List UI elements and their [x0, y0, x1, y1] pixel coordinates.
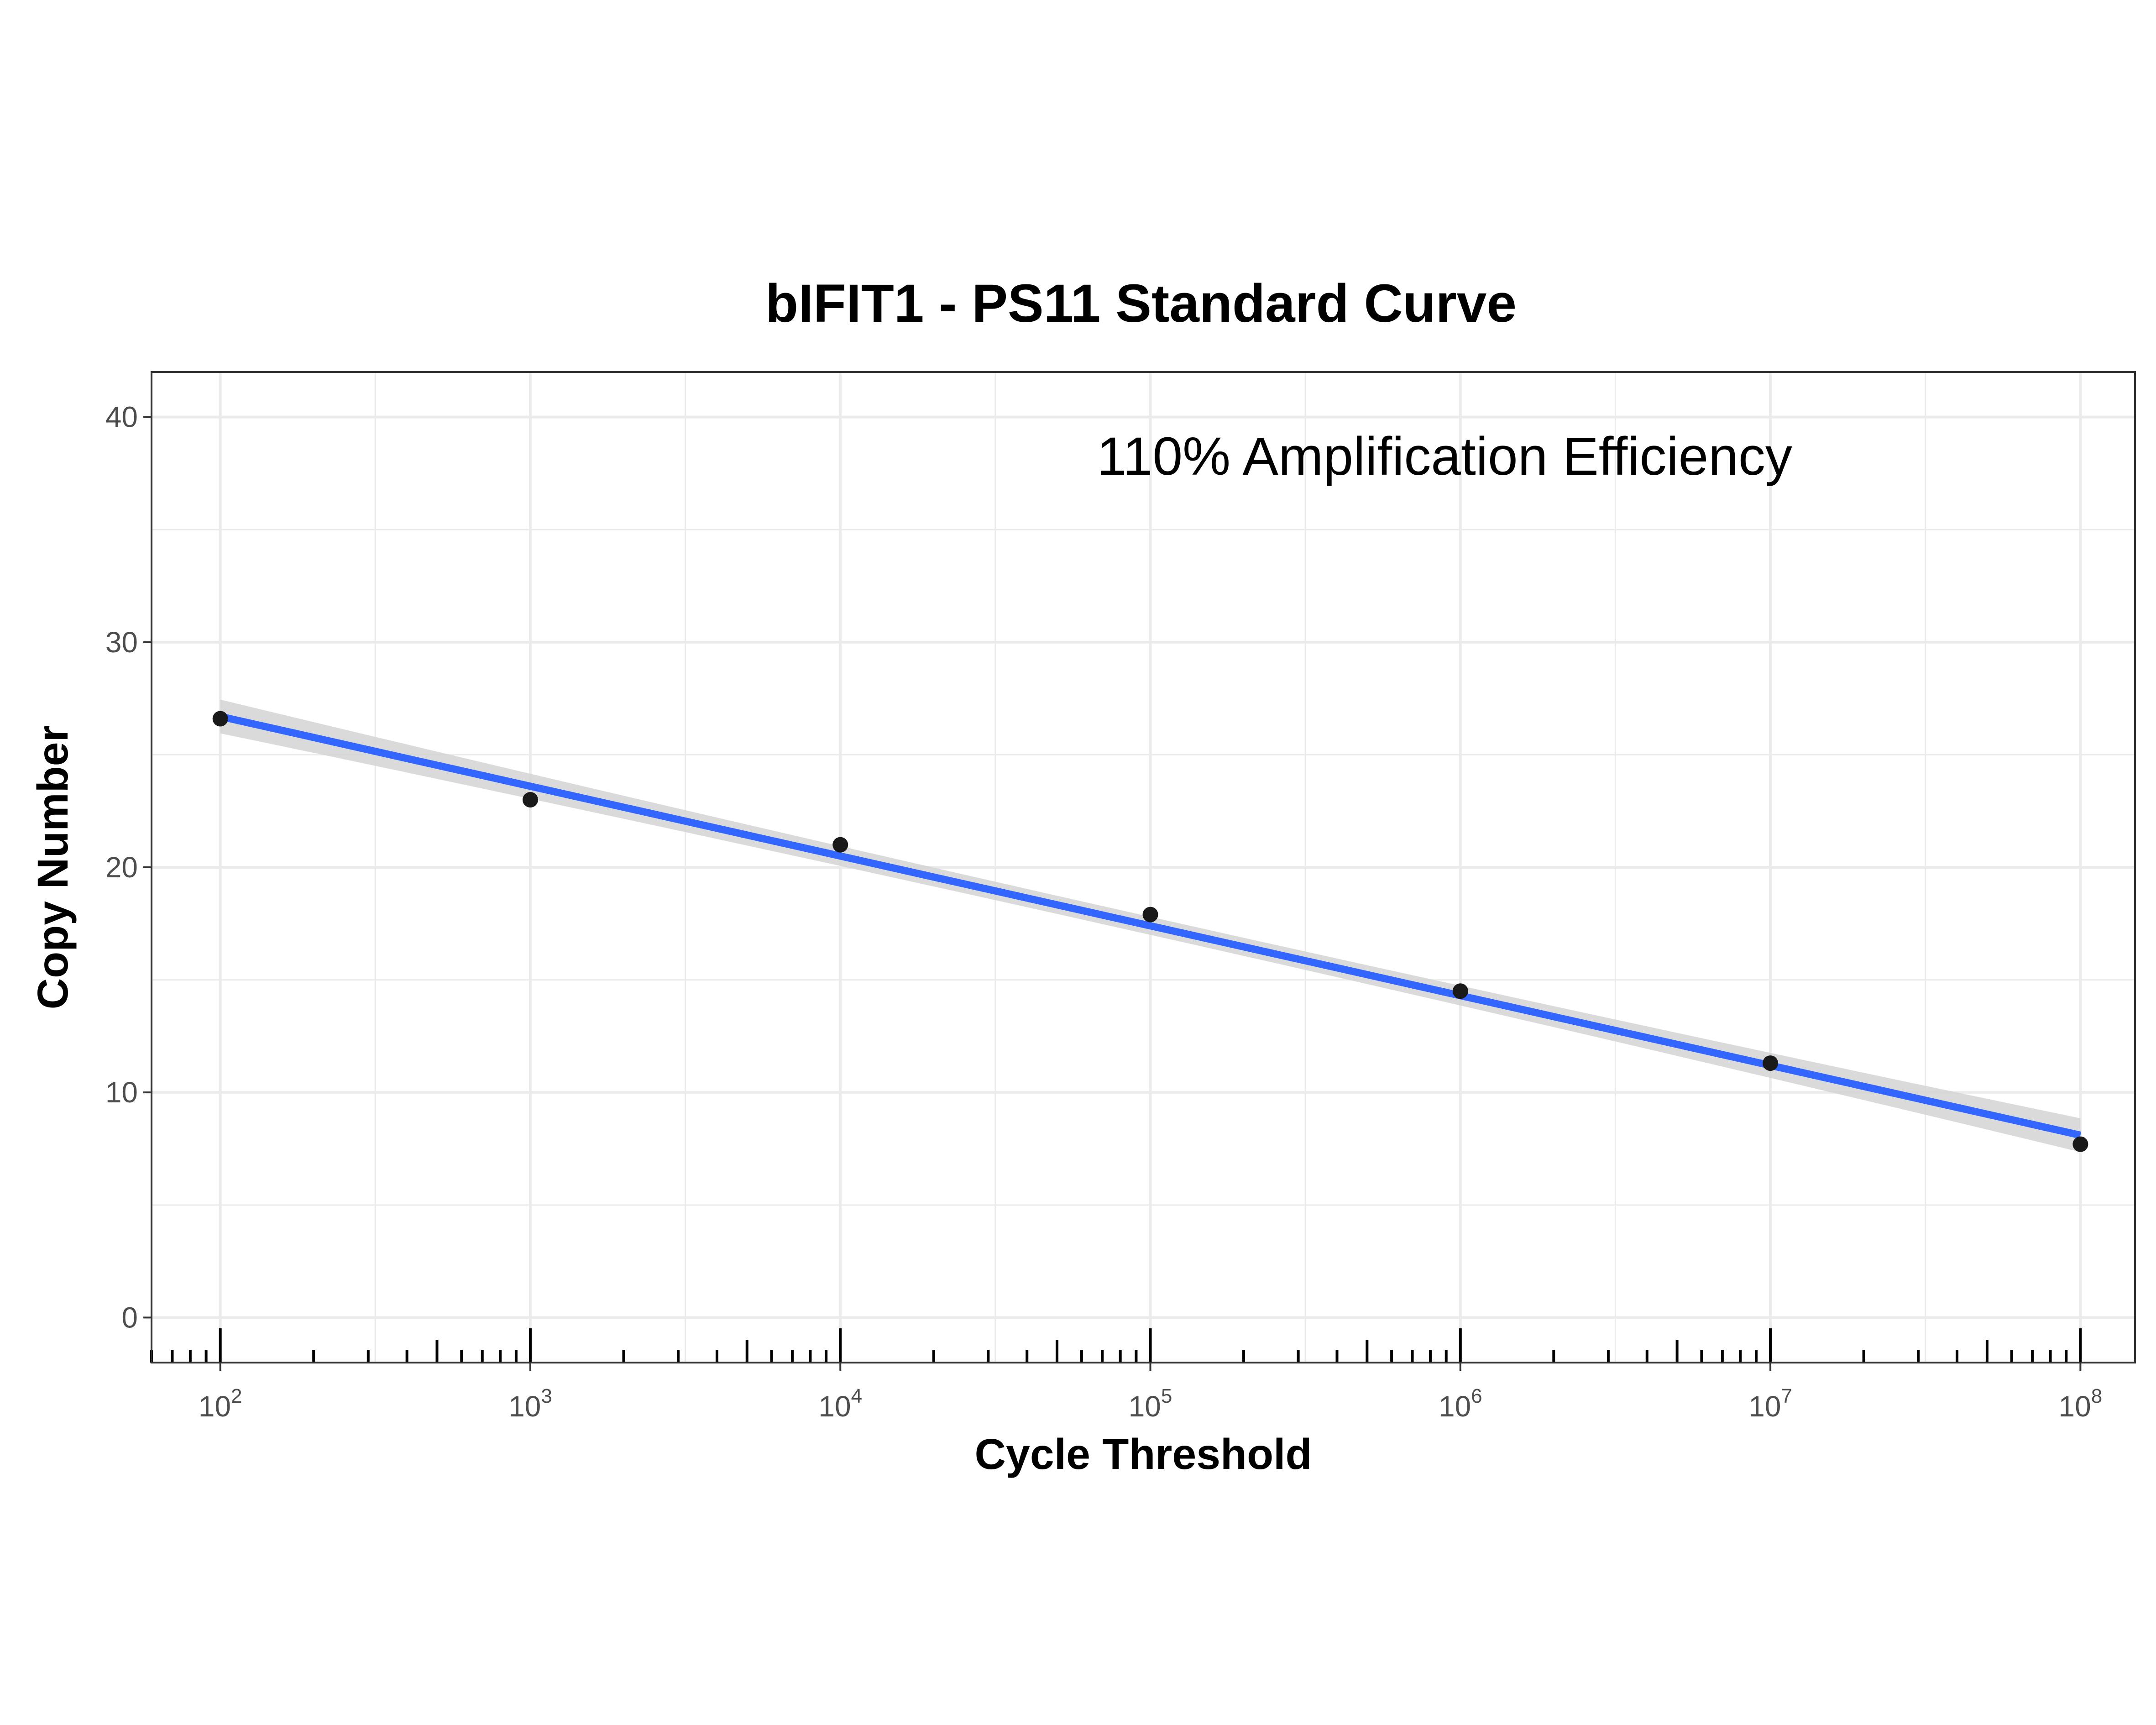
x-tick-label: 104	[818, 1385, 862, 1423]
x-tick-label: 103	[508, 1385, 552, 1423]
y-tick-label: 20	[105, 851, 138, 884]
data-point	[1763, 1055, 1779, 1071]
data-point	[2072, 1136, 2088, 1152]
grid-lines	[152, 372, 2135, 1363]
chart-title: bIFIT1 - PS11 Standard Curve	[765, 273, 1517, 334]
x-tick-label: 106	[1439, 1385, 1482, 1423]
x-axis: 102 103 104 105 106 107 108	[199, 1363, 2102, 1423]
annotation-label: 110% Amplification Efficiency	[1097, 426, 1792, 487]
data-point	[1452, 983, 1468, 999]
x-tick-label: 108	[2059, 1385, 2103, 1423]
y-axis-title: Copy Number	[29, 725, 77, 1010]
data-points	[212, 711, 2088, 1152]
x-tick-label: 102	[199, 1385, 242, 1423]
y-axis: 0 10 20 30 40	[105, 401, 152, 1334]
data-point	[1142, 907, 1158, 923]
y-tick-label: 10	[105, 1076, 138, 1109]
y-tick-label: 30	[105, 626, 138, 659]
x-tick-label: 107	[1748, 1385, 1792, 1423]
y-tick-label: 40	[105, 401, 138, 434]
x-tick-label: 105	[1129, 1385, 1172, 1423]
data-point	[212, 711, 228, 727]
data-point	[832, 837, 848, 853]
x-axis-title: Cycle Threshold	[974, 1430, 1312, 1479]
plot-panel	[150, 371, 2136, 1363]
data-point	[522, 792, 538, 808]
y-tick-label: 0	[121, 1301, 138, 1334]
